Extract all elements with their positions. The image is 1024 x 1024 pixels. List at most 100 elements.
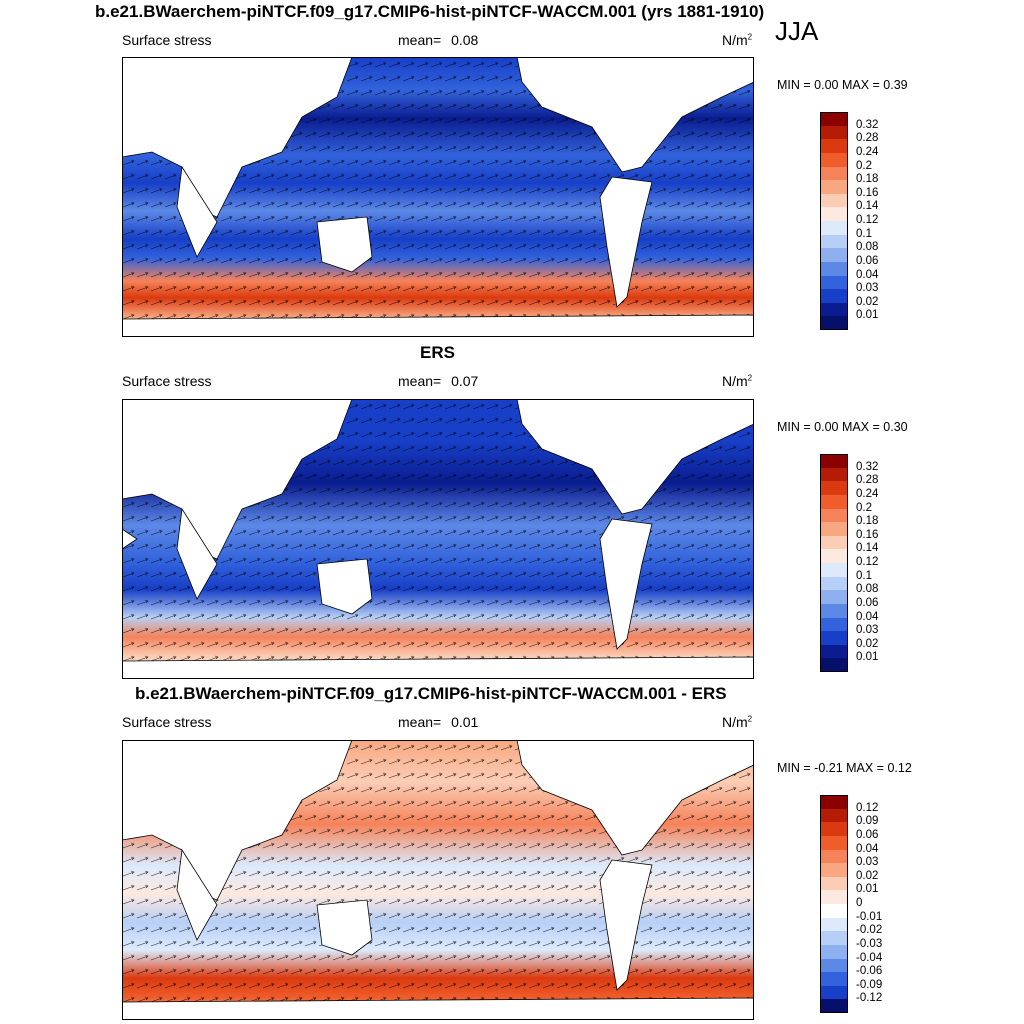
colorbar-swatch [820,808,848,823]
colorbar-swatch [820,972,848,986]
colorbar-swatch [820,644,848,659]
colorbar-swatch [820,931,848,945]
colorbar-swatch [820,549,848,563]
colorbar-tick-label: 0.12 [856,214,879,226]
panel3-mean-label: mean= [398,714,442,730]
colorbar-swatch [820,508,848,523]
colorbar-tick-label: 0.06 [856,254,879,267]
colorbar-tick-label: 0.14 [856,200,879,213]
colorbar-swatch [820,494,848,509]
colorbar-tick-label: 0.06 [856,828,879,841]
colorbar-swatch [820,603,848,618]
colorbar-swatch [820,152,848,167]
colorbar-tick-label: 0.16 [856,186,879,199]
panel2-mean-label: mean= [398,373,442,389]
colorbar-swatch [820,822,848,836]
colorbar-swatch [820,180,848,194]
panel3-units-sup: 2 [747,714,753,724]
colorbar-swatch [820,563,848,577]
panel3-colorbar [820,795,848,1013]
colorbar-tick-label: 0.24 [856,145,879,158]
colorbar-swatch [820,221,848,235]
panel1-units-sup: 2 [747,32,753,42]
colorbar-swatch [820,904,848,918]
colorbar-swatch [820,248,848,262]
colorbar-tick-label: 0.04 [856,610,879,623]
colorbar-tick-label: 0.01 [856,651,879,664]
colorbar-tick-label: 0.12 [856,556,879,568]
colorbar-tick-label: 0.32 [856,460,879,473]
colorbar-tick-label: 0.04 [856,268,879,281]
colorbar-tick-label: 0.09 [856,815,879,828]
colorbar-swatch [820,261,848,276]
panel1-units-text: N/m [722,32,748,48]
panel2-land [122,399,754,679]
colorbar-swatch [820,234,848,249]
panel1-colorbar [820,112,848,330]
colorbar-swatch [820,999,848,1013]
colorbar-tick-label: 0.18 [856,515,879,528]
panel3-left-label: Surface stress [122,714,212,730]
colorbar-swatch [820,481,848,495]
colorbar-swatch [820,193,848,208]
colorbar-tick-label: 0.02 [856,869,879,882]
panel2-minmax: MIN = 0.00 MAX = 0.30 [777,420,908,434]
colorbar-tick-label: 0.12 [856,801,879,814]
colorbar-tick-label: -0.12 [856,992,883,1005]
panel1-land [122,57,754,337]
panel2-colorbar [820,454,848,672]
colorbar-tick-label: 0.04 [856,842,879,855]
colorbar-tick-label: -0.01 [856,910,883,923]
panel1-mean-label: mean= [398,32,442,48]
panel2-units: N/m2 [722,373,752,389]
colorbar-swatch [820,125,848,140]
colorbar-swatch [820,316,848,330]
colorbar-tick-label: 0.1 [856,569,872,582]
colorbar-swatch [820,958,848,973]
panel3-units: N/m2 [722,714,752,730]
colorbar-tick-label: -0.09 [856,978,883,991]
colorbar-tick-label: 0.16 [856,528,879,541]
colorbar-swatch [820,917,848,932]
colorbar-tick-label: 0.2 [856,501,872,514]
colorbar-tick-label: 0.02 [856,295,879,308]
panel3-map [122,740,754,1020]
colorbar-swatch [820,166,848,181]
colorbar-tick-label: 0.14 [856,542,879,555]
colorbar-tick-label: 0.02 [856,637,879,650]
panel1-map [122,57,754,337]
panel1-units: N/m2 [722,32,752,48]
colorbar-tick-label: 0.18 [856,173,879,186]
colorbar-tick-label: 0.1 [856,227,872,240]
colorbar-swatch [820,302,848,317]
colorbar-tick-label: 0.03 [856,282,879,295]
colorbar-swatch [820,876,848,891]
colorbar-swatch [820,535,848,550]
colorbar-swatch [820,658,848,672]
colorbar-tick-label: 0 [856,897,863,909]
panel2-units-sup: 2 [747,373,753,383]
colorbar-tick-label: 0.28 [856,132,879,145]
colorbar-swatch [820,985,848,1000]
panel1-mean-value: 0.08 [451,32,479,48]
colorbar-tick-label: 0.28 [856,474,879,487]
colorbar-swatch [820,944,848,959]
panel3-title: b.e21.BWaerchem-piNTCF.f09_g17.CMIP6-his… [135,684,727,703]
colorbar-tick-label: 0.24 [856,487,879,500]
panel1-mean: mean= 0.08 [398,32,478,48]
colorbar-tick-label: 0.32 [856,118,879,131]
panel2-units-text: N/m [722,373,748,389]
colorbar-swatch [820,207,848,221]
colorbar-swatch [820,631,848,645]
colorbar-tick-label: -0.04 [856,951,883,964]
panel2-map [122,399,754,679]
colorbar-swatch [820,890,848,904]
colorbar-swatch [820,467,848,482]
colorbar-tick-label: -0.06 [856,965,883,978]
panel1-left-label: Surface stress [122,32,212,48]
colorbar-tick-label: 0.2 [856,159,872,172]
season-label: JJA [775,16,819,46]
colorbar-swatch [820,289,848,303]
colorbar-tick-label: 0.01 [856,309,879,322]
colorbar-tick-label: 0.03 [856,856,879,869]
